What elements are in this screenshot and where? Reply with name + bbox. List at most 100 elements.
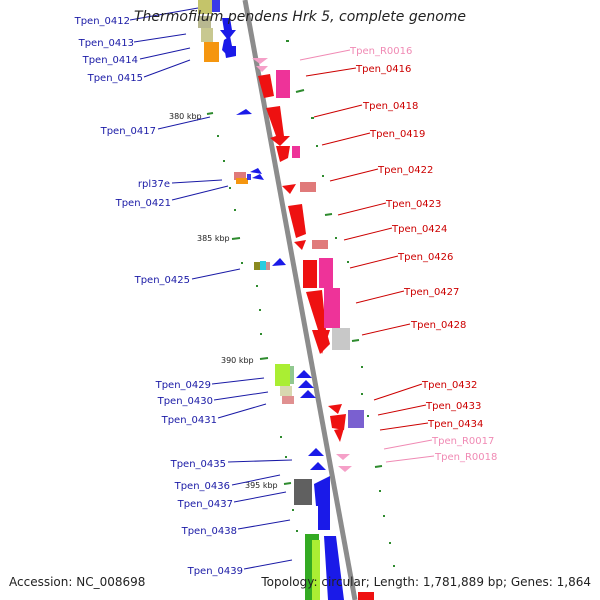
gene-tpen-0418[interactable] xyxy=(266,106,290,146)
gene-tpen-0431[interactable] xyxy=(282,396,294,404)
label-tpen-0422[interactable]: Tpen_0422 xyxy=(377,165,433,176)
gene-bottom-red[interactable] xyxy=(358,592,374,600)
gene-tpen-0416[interactable] xyxy=(258,74,274,98)
gene-tpen-0428b[interactable] xyxy=(312,330,330,354)
gene-tpen-0423[interactable] xyxy=(288,204,306,238)
label-tpen-r0018[interactable]: Tpen_R0018 xyxy=(434,452,497,463)
tick-label-390: 390 kbp xyxy=(221,356,254,365)
gene-tpen-0416b[interactable] xyxy=(276,70,290,98)
label-tpen-0418[interactable]: Tpen_0418 xyxy=(362,101,418,112)
label-tpen-0419[interactable]: Tpen_0419 xyxy=(369,129,425,140)
leader-line xyxy=(243,559,293,570)
label-tpen-r0016[interactable]: Tpen_R0016 xyxy=(349,46,412,57)
leader-line xyxy=(217,403,267,419)
leader-line xyxy=(129,7,199,21)
label-tpen-0434[interactable]: Tpen_0434 xyxy=(427,419,483,430)
label-tpen-0437[interactable]: Tpen_0437 xyxy=(177,499,233,510)
tick-mark xyxy=(324,213,333,216)
gene-tpen-0426[interactable] xyxy=(303,260,317,288)
label-tpen-0416[interactable]: Tpen_0416 xyxy=(355,64,411,75)
gene-tpen-0435[interactable] xyxy=(308,448,324,456)
gene-tpen-0425b[interactable] xyxy=(260,261,266,270)
label-tpen-0413[interactable]: Tpen_0413 xyxy=(78,38,134,49)
gene-blue-arrow-f[interactable] xyxy=(272,258,286,266)
label-tpen-0432[interactable]: Tpen_0432 xyxy=(421,380,477,391)
gene-blue-arrow-c[interactable] xyxy=(224,46,236,58)
left-leaders xyxy=(129,7,293,570)
gene-tpen-0433[interactable] xyxy=(348,410,364,428)
leader-line xyxy=(143,59,191,78)
label-tpen-0429[interactable]: Tpen_0429 xyxy=(155,380,211,391)
gene-tpen-0430[interactable] xyxy=(280,386,292,396)
genome-backbone xyxy=(242,0,358,600)
gene-tpen-0413b[interactable] xyxy=(201,28,213,42)
gene-tpen-0426b[interactable] xyxy=(319,258,333,288)
gene-tpen-0427b[interactable] xyxy=(324,288,340,328)
gene-tpen-0437[interactable] xyxy=(314,476,330,506)
gene-tpen-0421[interactable] xyxy=(236,178,248,184)
label-tpen-0435[interactable]: Tpen_0435 xyxy=(170,459,226,470)
gene-tpen-0433b[interactable] xyxy=(330,414,346,430)
label-tpen-0425[interactable]: Tpen_0425 xyxy=(134,275,190,286)
gene-blue-arrow-d[interactable] xyxy=(250,168,262,174)
gene-tpen-0425c[interactable] xyxy=(266,262,270,270)
leader-line xyxy=(377,404,427,416)
leader-line xyxy=(213,391,269,401)
gene-small-a[interactable] xyxy=(247,174,251,180)
gene-tpen-r0016[interactable] xyxy=(252,58,268,64)
gene-tpen-r0018[interactable] xyxy=(338,466,352,472)
gene-tpen-0432[interactable] xyxy=(328,404,342,414)
label-tpen-0417[interactable]: Tpen_0417 xyxy=(100,126,156,137)
gene-blue-arrow-h[interactable] xyxy=(298,380,314,388)
gene-blue-arrow-i[interactable] xyxy=(300,390,316,398)
leader-line xyxy=(227,459,293,463)
gene-tpen-0435b[interactable] xyxy=(310,462,326,470)
label-tpen-0424[interactable]: Tpen_0424 xyxy=(391,224,447,235)
gene-tpen-0422b[interactable] xyxy=(300,182,316,192)
gene-tpen-r0017[interactable] xyxy=(336,454,350,460)
label-tpen-0414[interactable]: Tpen_0414 xyxy=(82,55,138,66)
gene-tpen-0414[interactable] xyxy=(204,42,219,62)
label-tpen-0428[interactable]: Tpen_0428 xyxy=(410,320,466,331)
gene-tpen-0434[interactable] xyxy=(334,428,344,442)
label-tpen-0412[interactable]: Tpen_0412 xyxy=(74,16,130,27)
gene-tpen-0412b[interactable] xyxy=(212,0,220,12)
gene-tpen-0439b[interactable] xyxy=(312,540,320,600)
label-tpen-0427[interactable]: Tpen_0427 xyxy=(403,287,459,298)
gene-tpen-0422[interactable] xyxy=(282,184,296,194)
gene-tpen-0419b[interactable] xyxy=(292,146,300,158)
gene-tpen-0429b[interactable] xyxy=(290,366,294,384)
gene-tpen-0417[interactable] xyxy=(236,109,252,115)
label-tpen-0436[interactable]: Tpen_0436 xyxy=(174,481,230,492)
label-tpen-0415[interactable]: Tpen_0415 xyxy=(87,73,143,84)
gene-tpen-0419[interactable] xyxy=(276,146,290,162)
label-tpen-r0017[interactable]: Tpen_R0017 xyxy=(431,436,494,447)
label-rpl37e[interactable]: rpl37e xyxy=(138,179,170,190)
label-tpen-0433[interactable]: Tpen_0433 xyxy=(425,401,481,412)
gene-blue-arrow-a[interactable] xyxy=(220,18,236,40)
gene-tpen-0412[interactable] xyxy=(198,0,212,14)
leader-line xyxy=(337,202,387,216)
tick-mark xyxy=(283,482,292,485)
label-tpen-0423[interactable]: Tpen_0423 xyxy=(385,199,441,210)
label-tpen-0426[interactable]: Tpen_0426 xyxy=(397,252,453,263)
label-tpen-0421[interactable]: Tpen_0421 xyxy=(115,198,171,209)
gene-tpen-0428[interactable] xyxy=(332,328,350,350)
gene-tpen-0429[interactable] xyxy=(275,364,290,386)
label-tpen-0439[interactable]: Tpen_0439 xyxy=(187,566,243,577)
gene-tpen-r0016b[interactable] xyxy=(256,66,268,72)
gene-tpen-0424b[interactable] xyxy=(312,240,328,249)
label-tpen-0430[interactable]: Tpen_0430 xyxy=(157,396,213,407)
label-tpen-0431[interactable]: Tpen_0431 xyxy=(161,415,217,426)
gene-tpen-0425[interactable] xyxy=(254,262,260,270)
gene-rpl37e[interactable] xyxy=(234,172,246,180)
gene-tpen-0439c[interactable] xyxy=(324,536,344,600)
label-tpen-0438[interactable]: Tpen_0438 xyxy=(181,526,237,537)
gene-tpen-0438[interactable] xyxy=(318,504,330,530)
gene-tpen-0436[interactable] xyxy=(294,479,312,505)
gene-tpen-0424[interactable] xyxy=(294,240,306,250)
gene-tpen-0413[interactable] xyxy=(198,16,211,28)
gene-blue-arrow-e[interactable] xyxy=(252,174,264,180)
gene-blue-arrow-g[interactable] xyxy=(296,370,312,378)
